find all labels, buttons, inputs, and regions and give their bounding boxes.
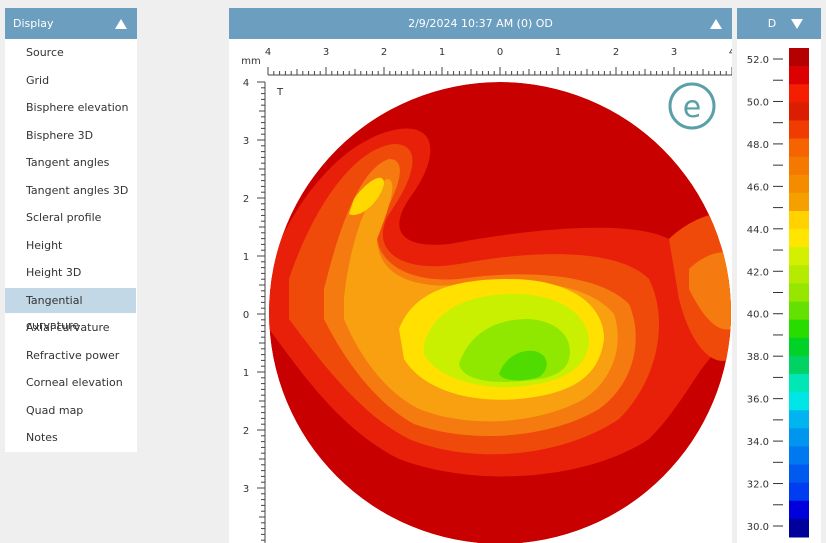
logo: e xyxy=(668,82,716,130)
menu-item[interactable]: Scleral profile xyxy=(26,211,102,224)
scale-label: 36.0 xyxy=(747,395,769,406)
color-band xyxy=(789,319,809,339)
color-band xyxy=(789,500,809,520)
ruler-label: 2 xyxy=(381,47,387,58)
color-band xyxy=(789,410,809,429)
scale-label: 40.0 xyxy=(747,310,769,321)
scale-label: 30.0 xyxy=(747,522,769,533)
ruler-label: 1 xyxy=(439,47,445,58)
ruler-label: 4 xyxy=(243,78,249,89)
menu-item[interactable]: Quad map xyxy=(26,403,84,417)
color-band xyxy=(789,192,809,212)
color-band xyxy=(789,229,809,248)
topography-map xyxy=(269,82,731,543)
color-band xyxy=(789,337,809,357)
color-band xyxy=(789,102,809,121)
color-band xyxy=(789,120,809,140)
color-band xyxy=(789,464,809,484)
display-panel: Display Source Grid Bisphere elevation Bisp… xyxy=(5,8,137,452)
menu-item[interactable]: Grid xyxy=(26,73,50,87)
ruler-label: 0 xyxy=(497,47,503,58)
color-band xyxy=(789,283,809,303)
color-band xyxy=(789,84,809,103)
ruler-label: 3 xyxy=(243,136,249,147)
panel-header[interactable]: Display xyxy=(5,8,137,39)
unit-label: mm xyxy=(241,56,260,67)
color-band xyxy=(789,392,809,411)
map-panel: 2/9/2024 10:37 AM (0) OD e mm T 4 3 2 1 0 1 2 3 4 4… xyxy=(229,8,732,543)
scale-header: D xyxy=(737,8,821,39)
menu-item[interactable]: Axial curvature xyxy=(26,321,110,334)
color-band xyxy=(789,482,809,502)
ruler-label: 2 xyxy=(243,426,249,437)
scale-label: 32.0 xyxy=(747,480,769,491)
color-band xyxy=(789,301,809,321)
ruler-label: 1 xyxy=(555,47,561,58)
color-band xyxy=(789,156,809,176)
svg-text:e: e xyxy=(683,90,701,125)
color-band xyxy=(789,48,809,67)
ruler-label: 4 xyxy=(265,47,271,58)
ruler-label: 2 xyxy=(613,47,619,58)
color-band xyxy=(789,211,809,230)
scale-label: 50.0 xyxy=(747,97,769,108)
scale-label: 42.0 xyxy=(747,267,769,278)
color-band xyxy=(789,247,809,266)
menu-item[interactable]: Tangential curvature xyxy=(5,287,136,332)
panel-title: Display xyxy=(13,17,54,30)
scale-panel: D 52.0 50.0 48.0 46.0 44.0 42.0 40.0 38.0 36.0 34… xyxy=(737,8,821,543)
collapse-icon[interactable] xyxy=(710,19,722,29)
color-band xyxy=(789,518,809,538)
menu-item[interactable]: Tangent angles xyxy=(26,156,110,169)
ruler-label: 2 xyxy=(243,194,249,205)
map-canvas: e mm T 4 3 2 1 0 1 2 3 4 4 3 2 1 0 1 2 3 xyxy=(241,47,732,543)
scale-unit: D xyxy=(767,17,777,30)
menu-item[interactable]: Source xyxy=(26,46,64,59)
ruler-label: 3 xyxy=(323,47,329,58)
collapse-icon[interactable] xyxy=(115,19,127,29)
ruler-label: 1 xyxy=(243,368,249,379)
expand-icon[interactable] xyxy=(791,19,803,29)
menu-item[interactable]: Height xyxy=(26,238,63,252)
menu-item[interactable]: Tangent angles 3D xyxy=(26,183,129,197)
color-band xyxy=(789,374,809,393)
ruler-label: 1 xyxy=(243,252,249,263)
color-band xyxy=(789,66,809,85)
marker-label: T xyxy=(276,87,284,98)
map-header: 2/9/2024 10:37 AM (0) OD xyxy=(229,8,732,39)
scale-label: 46.0 xyxy=(747,182,769,193)
color-band xyxy=(789,355,809,375)
color-band xyxy=(789,428,809,447)
ruler-label: 3 xyxy=(671,47,677,58)
color-band xyxy=(789,265,809,284)
menu-item[interactable]: Bisphere 3D xyxy=(26,128,94,142)
menu-item[interactable]: Bisphere elevation xyxy=(26,101,129,114)
scale-label: 52.0 xyxy=(747,55,769,66)
menu-item[interactable]: Height 3D xyxy=(26,266,82,279)
scale-label: 34.0 xyxy=(747,437,769,448)
color-scale: 52.0 50.0 48.0 46.0 44.0 42.0 40.0 38.0 36.0 34.0… xyxy=(747,48,809,538)
scale-label: 38.0 xyxy=(747,352,769,363)
menu-item[interactable]: Notes xyxy=(26,431,58,444)
ruler-label: 4 xyxy=(729,47,732,58)
menu-item[interactable]: Corneal elevation xyxy=(26,376,123,389)
ruler-label: 3 xyxy=(243,484,249,495)
scale-label: 48.0 xyxy=(747,140,769,151)
color-band xyxy=(789,446,809,466)
color-band xyxy=(789,138,809,158)
color-band xyxy=(789,174,809,194)
map-title: 2/9/2024 10:37 AM (0) OD xyxy=(408,17,553,30)
scale-label: 44.0 xyxy=(747,225,769,236)
ruler-label: 0 xyxy=(243,310,249,321)
menu-item[interactable]: Refractive power xyxy=(26,348,120,362)
